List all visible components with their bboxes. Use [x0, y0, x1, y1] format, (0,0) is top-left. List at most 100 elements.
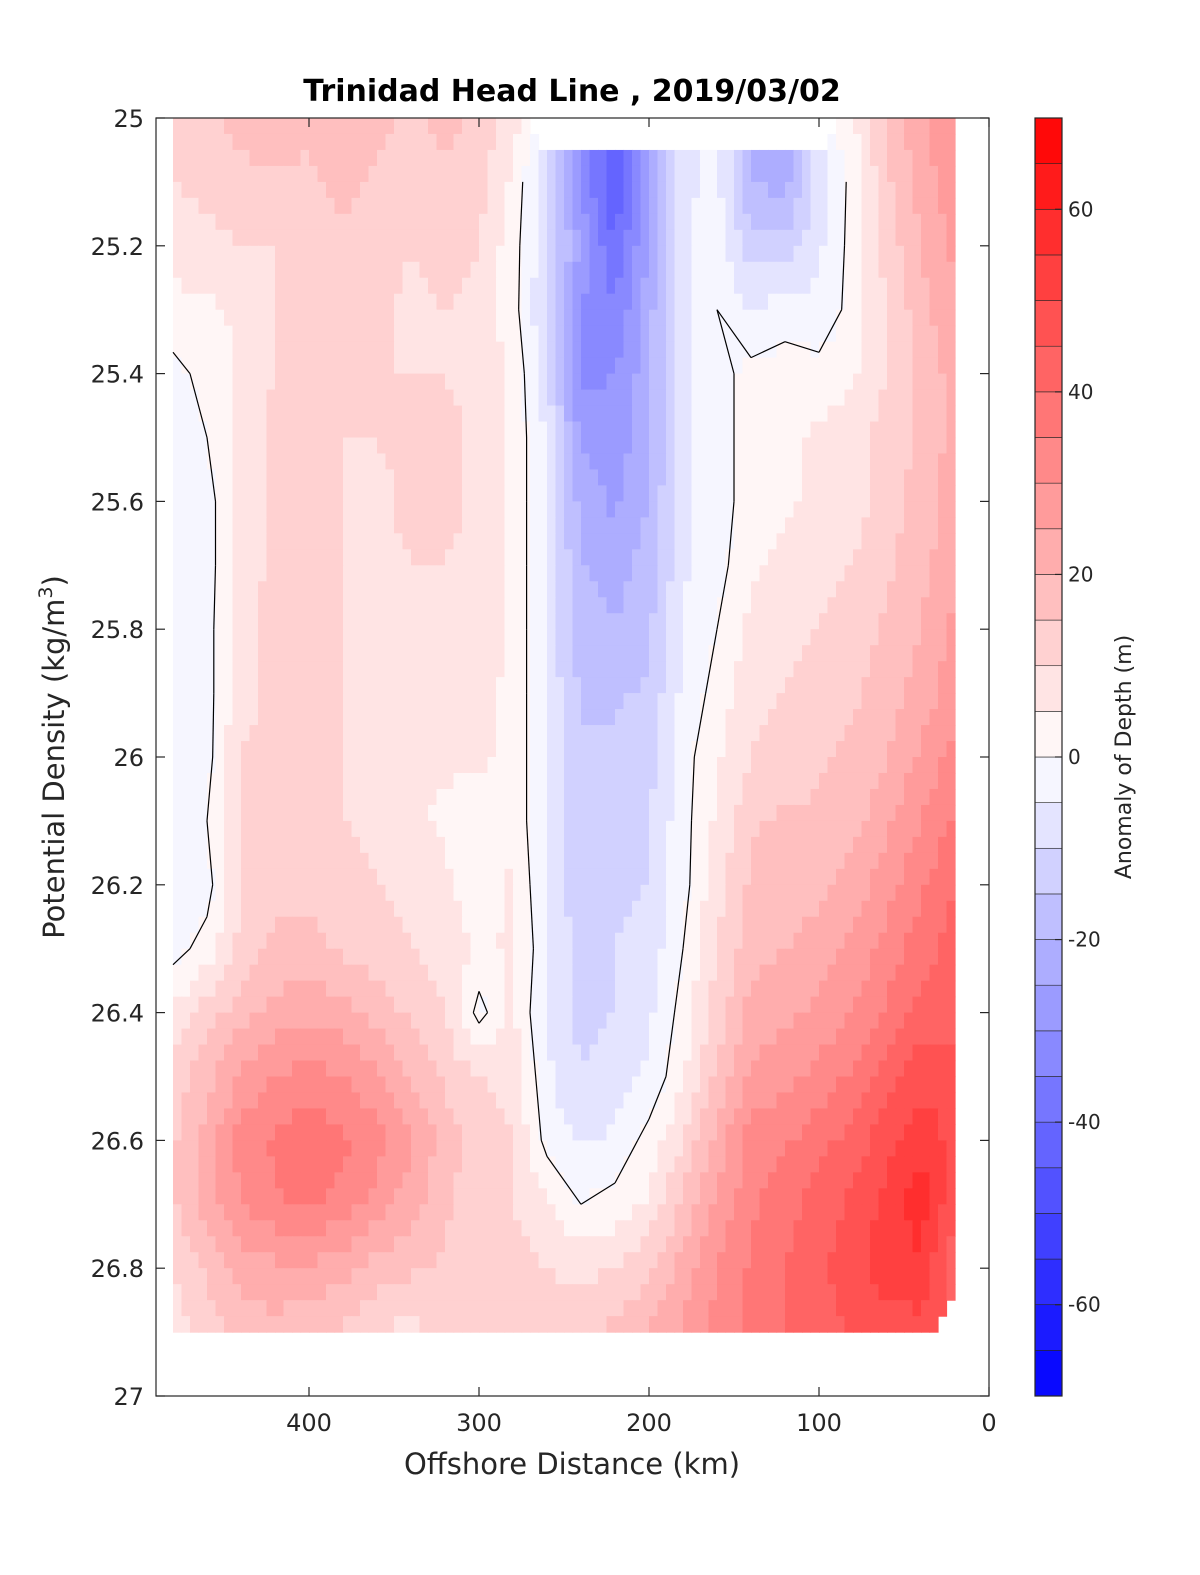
heat-cell — [530, 245, 540, 263]
heat-cell — [657, 916, 667, 934]
heat-cell — [785, 453, 795, 471]
heat-cell — [453, 437, 463, 455]
heat-cell — [853, 549, 863, 566]
heat-cell — [402, 213, 412, 231]
heat-cell — [462, 357, 472, 375]
heat-cell — [657, 485, 667, 502]
heat-cell — [785, 900, 795, 918]
heat-cell — [878, 597, 888, 614]
heat-cell — [929, 741, 939, 758]
heat-cell — [215, 836, 225, 854]
heat-cell — [759, 948, 769, 966]
heat-cell — [343, 389, 353, 407]
heat-cell — [887, 677, 897, 694]
heat-cell — [292, 421, 302, 439]
heat-cell — [249, 261, 259, 279]
heat-cell — [258, 501, 268, 518]
heat-cell — [343, 469, 353, 487]
heat-cell — [674, 533, 684, 550]
heat-cell — [224, 948, 234, 966]
heat-cell — [377, 900, 387, 918]
heat-cell — [674, 788, 684, 806]
heat-cell — [173, 772, 183, 790]
heat-cell — [241, 581, 251, 598]
heat-cell — [666, 868, 676, 886]
heat-cell — [819, 245, 829, 263]
heat-cell — [538, 437, 548, 455]
heat-cell — [742, 916, 752, 934]
heat-cell — [751, 485, 761, 502]
heat-cell — [470, 197, 480, 215]
heat-cell — [385, 581, 395, 598]
heat-cell — [309, 964, 319, 982]
heat-cell — [300, 804, 310, 822]
heat-cell — [776, 820, 786, 838]
heat-cell — [334, 916, 344, 934]
heat-cell — [300, 565, 310, 582]
heat-cell — [445, 932, 455, 950]
heat-cell — [776, 916, 786, 934]
heat-cell — [411, 677, 421, 694]
heat-cell — [445, 469, 455, 487]
heat-cell — [887, 916, 897, 934]
heat-cell — [173, 245, 183, 263]
heat-cell — [844, 341, 854, 359]
heat-cell — [742, 341, 752, 359]
heat-cell — [326, 293, 336, 311]
heat-cell — [334, 229, 344, 247]
heat-cell — [717, 293, 727, 311]
heat-cell — [385, 245, 395, 263]
heat-cell — [275, 389, 285, 407]
heat-cell — [326, 421, 336, 439]
heat-cell — [912, 357, 922, 375]
heat-cell — [615, 597, 625, 614]
heat-cell — [623, 341, 633, 359]
heat-cell — [836, 549, 846, 566]
heat-cell — [317, 948, 327, 966]
heat-cell — [887, 629, 897, 646]
heat-cell — [742, 325, 752, 343]
heat-cell — [334, 165, 344, 183]
heat-cell — [232, 309, 242, 327]
heat-cell — [402, 900, 412, 918]
heat-cell — [368, 453, 378, 471]
heat-cell — [275, 836, 285, 854]
heat-cell — [725, 565, 735, 582]
heat-cell — [564, 565, 574, 582]
heat-cell — [649, 245, 659, 263]
heat-cell — [700, 948, 710, 966]
heat-cell — [734, 533, 744, 550]
heat-cell — [300, 964, 310, 982]
heat-cell — [929, 421, 939, 439]
heat-cell — [649, 405, 659, 423]
heat-cell — [326, 309, 336, 327]
heat-cell — [572, 661, 582, 678]
heat-cell — [326, 213, 336, 231]
heat-cell — [351, 421, 361, 439]
heat-cell — [504, 868, 514, 886]
heat-cell — [691, 581, 701, 598]
heat-cell — [258, 980, 268, 998]
heat-cell — [462, 309, 472, 327]
heat-cell — [181, 916, 191, 934]
heat-cell — [683, 341, 693, 359]
heat-cell — [929, 597, 939, 614]
heat-cell — [793, 725, 803, 742]
heat-cell — [878, 469, 888, 487]
heat-cell — [700, 916, 710, 934]
heat-cell — [836, 213, 846, 231]
heat-cell — [292, 469, 302, 487]
heat-cell — [402, 341, 412, 359]
heat-cell — [776, 405, 786, 423]
heat-cell — [938, 565, 948, 582]
heat-cell — [776, 309, 786, 327]
heat-cell — [496, 357, 506, 375]
heat-cell — [207, 341, 217, 359]
heat-cell — [470, 341, 480, 359]
heat-cell — [717, 485, 727, 502]
heat-cell — [462, 149, 472, 167]
heat-cell — [479, 613, 489, 630]
heat-cell — [878, 884, 888, 902]
heat-cell — [938, 517, 948, 534]
heat-cell — [742, 645, 752, 662]
